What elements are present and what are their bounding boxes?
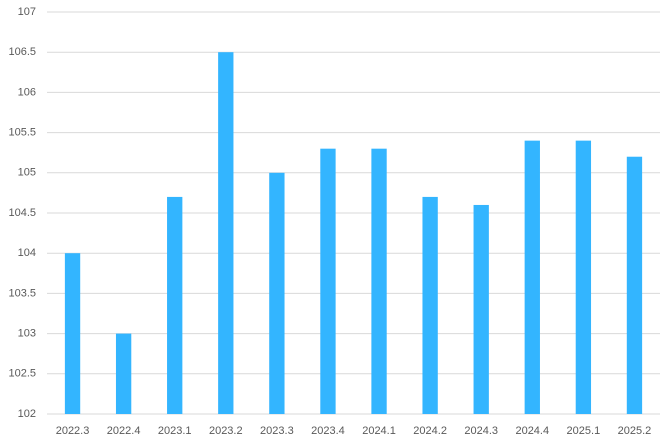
bar	[320, 148, 336, 414]
y-tick-label: 106	[18, 86, 36, 98]
x-tick-label: 2023.3	[260, 425, 294, 437]
bar	[115, 333, 132, 414]
bar	[473, 204, 489, 414]
x-tick-label: 2023.2	[209, 425, 243, 437]
y-tick-label: 106.5	[8, 46, 36, 58]
y-tick-label: 104.5	[8, 207, 36, 219]
x-tick-label: 2024.4	[515, 425, 549, 437]
bar	[371, 148, 387, 414]
bar	[575, 140, 592, 414]
bar	[422, 196, 438, 414]
y-tick-label: 105	[18, 167, 36, 179]
x-tick-label: 2024.2	[413, 425, 447, 437]
x-tick-label: 2023.1	[158, 425, 192, 437]
x-tick-label: 2023.4	[311, 425, 345, 437]
bar	[524, 140, 540, 414]
x-tick-label: 2024.1	[362, 425, 396, 437]
y-tick-label: 104	[18, 247, 36, 259]
bar	[218, 52, 234, 414]
x-tick-label: 2025.1	[567, 425, 601, 437]
x-tick-label: 2022.3	[56, 425, 90, 437]
x-tick-label: 2025.2	[618, 425, 652, 437]
bar	[167, 196, 183, 414]
y-tick-label: 102	[18, 408, 36, 420]
y-tick-label: 103	[18, 328, 36, 340]
y-tick-label: 105.5	[8, 127, 36, 139]
bar	[626, 156, 643, 414]
y-tick-label: 102.5	[8, 368, 36, 380]
x-tick-label: 2024.3	[464, 425, 498, 437]
bar	[269, 172, 285, 414]
y-tick-label: 103.5	[8, 287, 36, 299]
bar	[64, 253, 81, 414]
y-tick-label: 107	[18, 6, 36, 18]
x-tick-label: 2022.4	[107, 425, 141, 437]
